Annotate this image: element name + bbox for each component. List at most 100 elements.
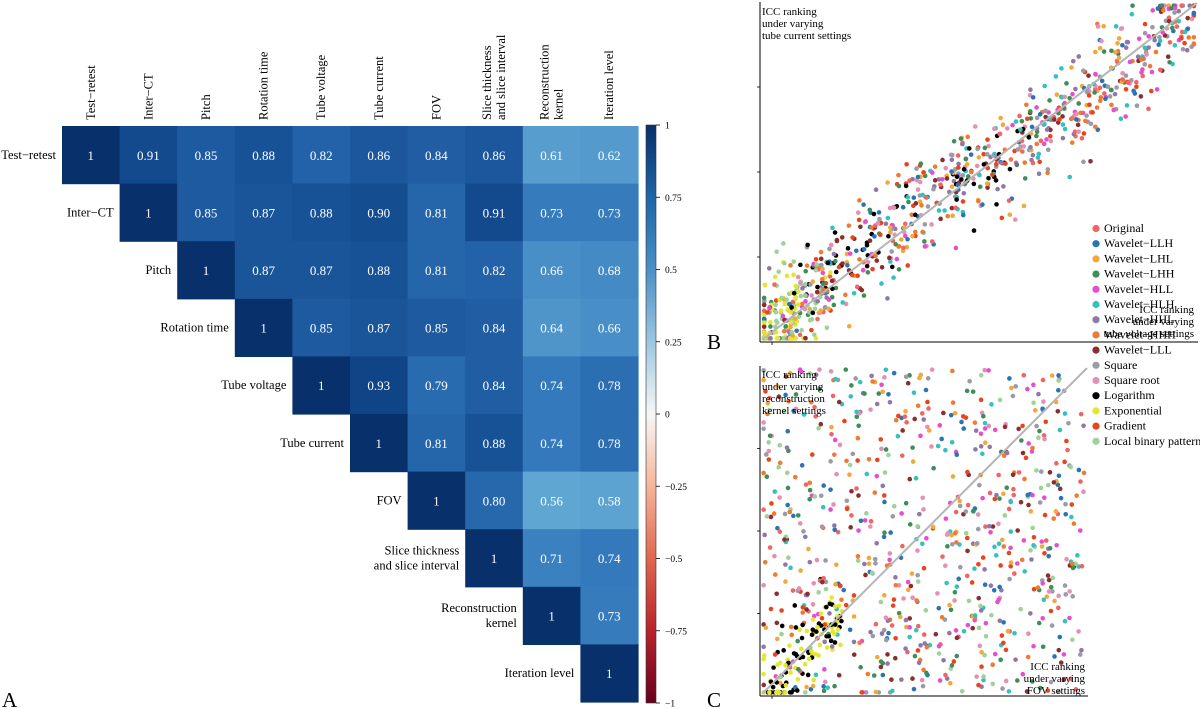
scatter-point [900,204,906,210]
scatter-point [887,399,893,405]
scatter-point [916,660,922,666]
heatmap-value: 0.88 [367,263,390,278]
scatter-point [866,561,872,567]
scatter-point [803,534,808,540]
scatter-point [816,590,821,595]
scatter-point [1041,141,1047,147]
scatter-point [910,676,915,681]
scatter-point [845,262,850,268]
scatter-point [949,184,955,189]
heatmap-value: 0.73 [598,609,621,624]
scatter-point [1052,654,1057,659]
scatter-point [983,524,988,529]
scatter-point [1147,63,1153,69]
scatter-point [1064,81,1069,86]
scatter-point [820,281,826,287]
scatter-point [782,537,787,542]
scatter-point [822,622,828,627]
scatter-point [977,172,982,178]
scatter-point [782,301,788,307]
scatter-point [1120,42,1125,48]
scatter-point [976,198,981,204]
scatter-point [1032,408,1038,413]
scatter-point [966,598,972,604]
heatmap-row-label: and slice interval [374,559,460,573]
scatter-point [851,652,857,657]
scatter-point [1050,589,1055,594]
scatter-point [1042,495,1047,501]
scatter-point [872,490,878,495]
heatmap-value: 0.64 [540,321,563,336]
scatter-point [865,671,871,677]
scatter-point [873,187,879,193]
scatter-point [1046,589,1052,594]
scatter-point [952,590,958,595]
scatter-point [918,643,923,648]
heatmap-column-label: Pitch [199,94,213,120]
scatter-point [896,610,902,616]
scatter-point [887,551,893,556]
heatmap-cell [465,126,524,185]
scatter-point [1031,400,1036,406]
scatter-point [896,244,902,249]
scatter-point [909,571,915,576]
heatmap-row-label: Tube voltage [221,378,287,392]
scatter-point [831,502,836,507]
scatter-point [796,302,801,307]
scatter-c-diagonal [761,367,1088,695]
scatter-point [993,553,999,558]
scatter-point [991,587,997,593]
scatter-point [782,511,788,517]
scatter-point [915,174,921,180]
heatmap-column-label: Slice thickness [480,45,494,120]
scatter-point [998,657,1003,663]
scatter-point [969,580,975,585]
scatter-point [1021,372,1027,378]
scatter-point [866,555,872,561]
scatter-point [1176,8,1182,14]
scatter-point [788,624,794,630]
scatter-point [870,266,875,272]
scatter-point [998,563,1003,568]
scatter-point [1068,464,1074,470]
scatter-point [954,584,960,589]
scatter-point [1129,11,1135,17]
scatter-point [874,473,880,479]
scatter-point [1021,538,1027,543]
scatter-point [1081,159,1086,165]
scatter-point [795,638,800,644]
scatter-point [785,307,791,312]
scatter-point [976,155,982,160]
scatter-point [1078,479,1083,484]
scatter-point [819,615,825,621]
scatter-point [1172,5,1178,11]
scatter-point [1062,94,1068,100]
scatter-point [1015,678,1020,683]
scatter-point [1028,548,1033,553]
heatmap-cell [407,414,466,473]
scatter-point [847,472,852,477]
scatter-point [955,153,961,158]
colorbar-tick-label: −0.5 [665,555,682,565]
scatter-point [1028,109,1033,114]
scatter-point [911,686,917,692]
scatter-point [1047,545,1053,551]
scatter-point [1062,459,1067,465]
heatmap-row-label: kernel [486,616,518,630]
heatmap-cell [465,529,524,588]
heatmap-cell [177,126,236,185]
scatter-point [976,595,982,601]
heatmap-row-label: Tube current [280,436,344,450]
scatter-point [795,513,801,518]
scatter-point [1038,138,1044,144]
scatter-point [826,633,832,639]
scatter-point [1028,87,1033,93]
scatter-point [1062,411,1068,416]
scatter-point [963,509,969,514]
scatter-point [959,688,965,694]
scatter-point [1013,384,1019,389]
scatter-point [1007,376,1012,381]
scatter-point [1030,95,1036,100]
scatter-point [1025,492,1031,498]
scatter-point [806,309,812,315]
